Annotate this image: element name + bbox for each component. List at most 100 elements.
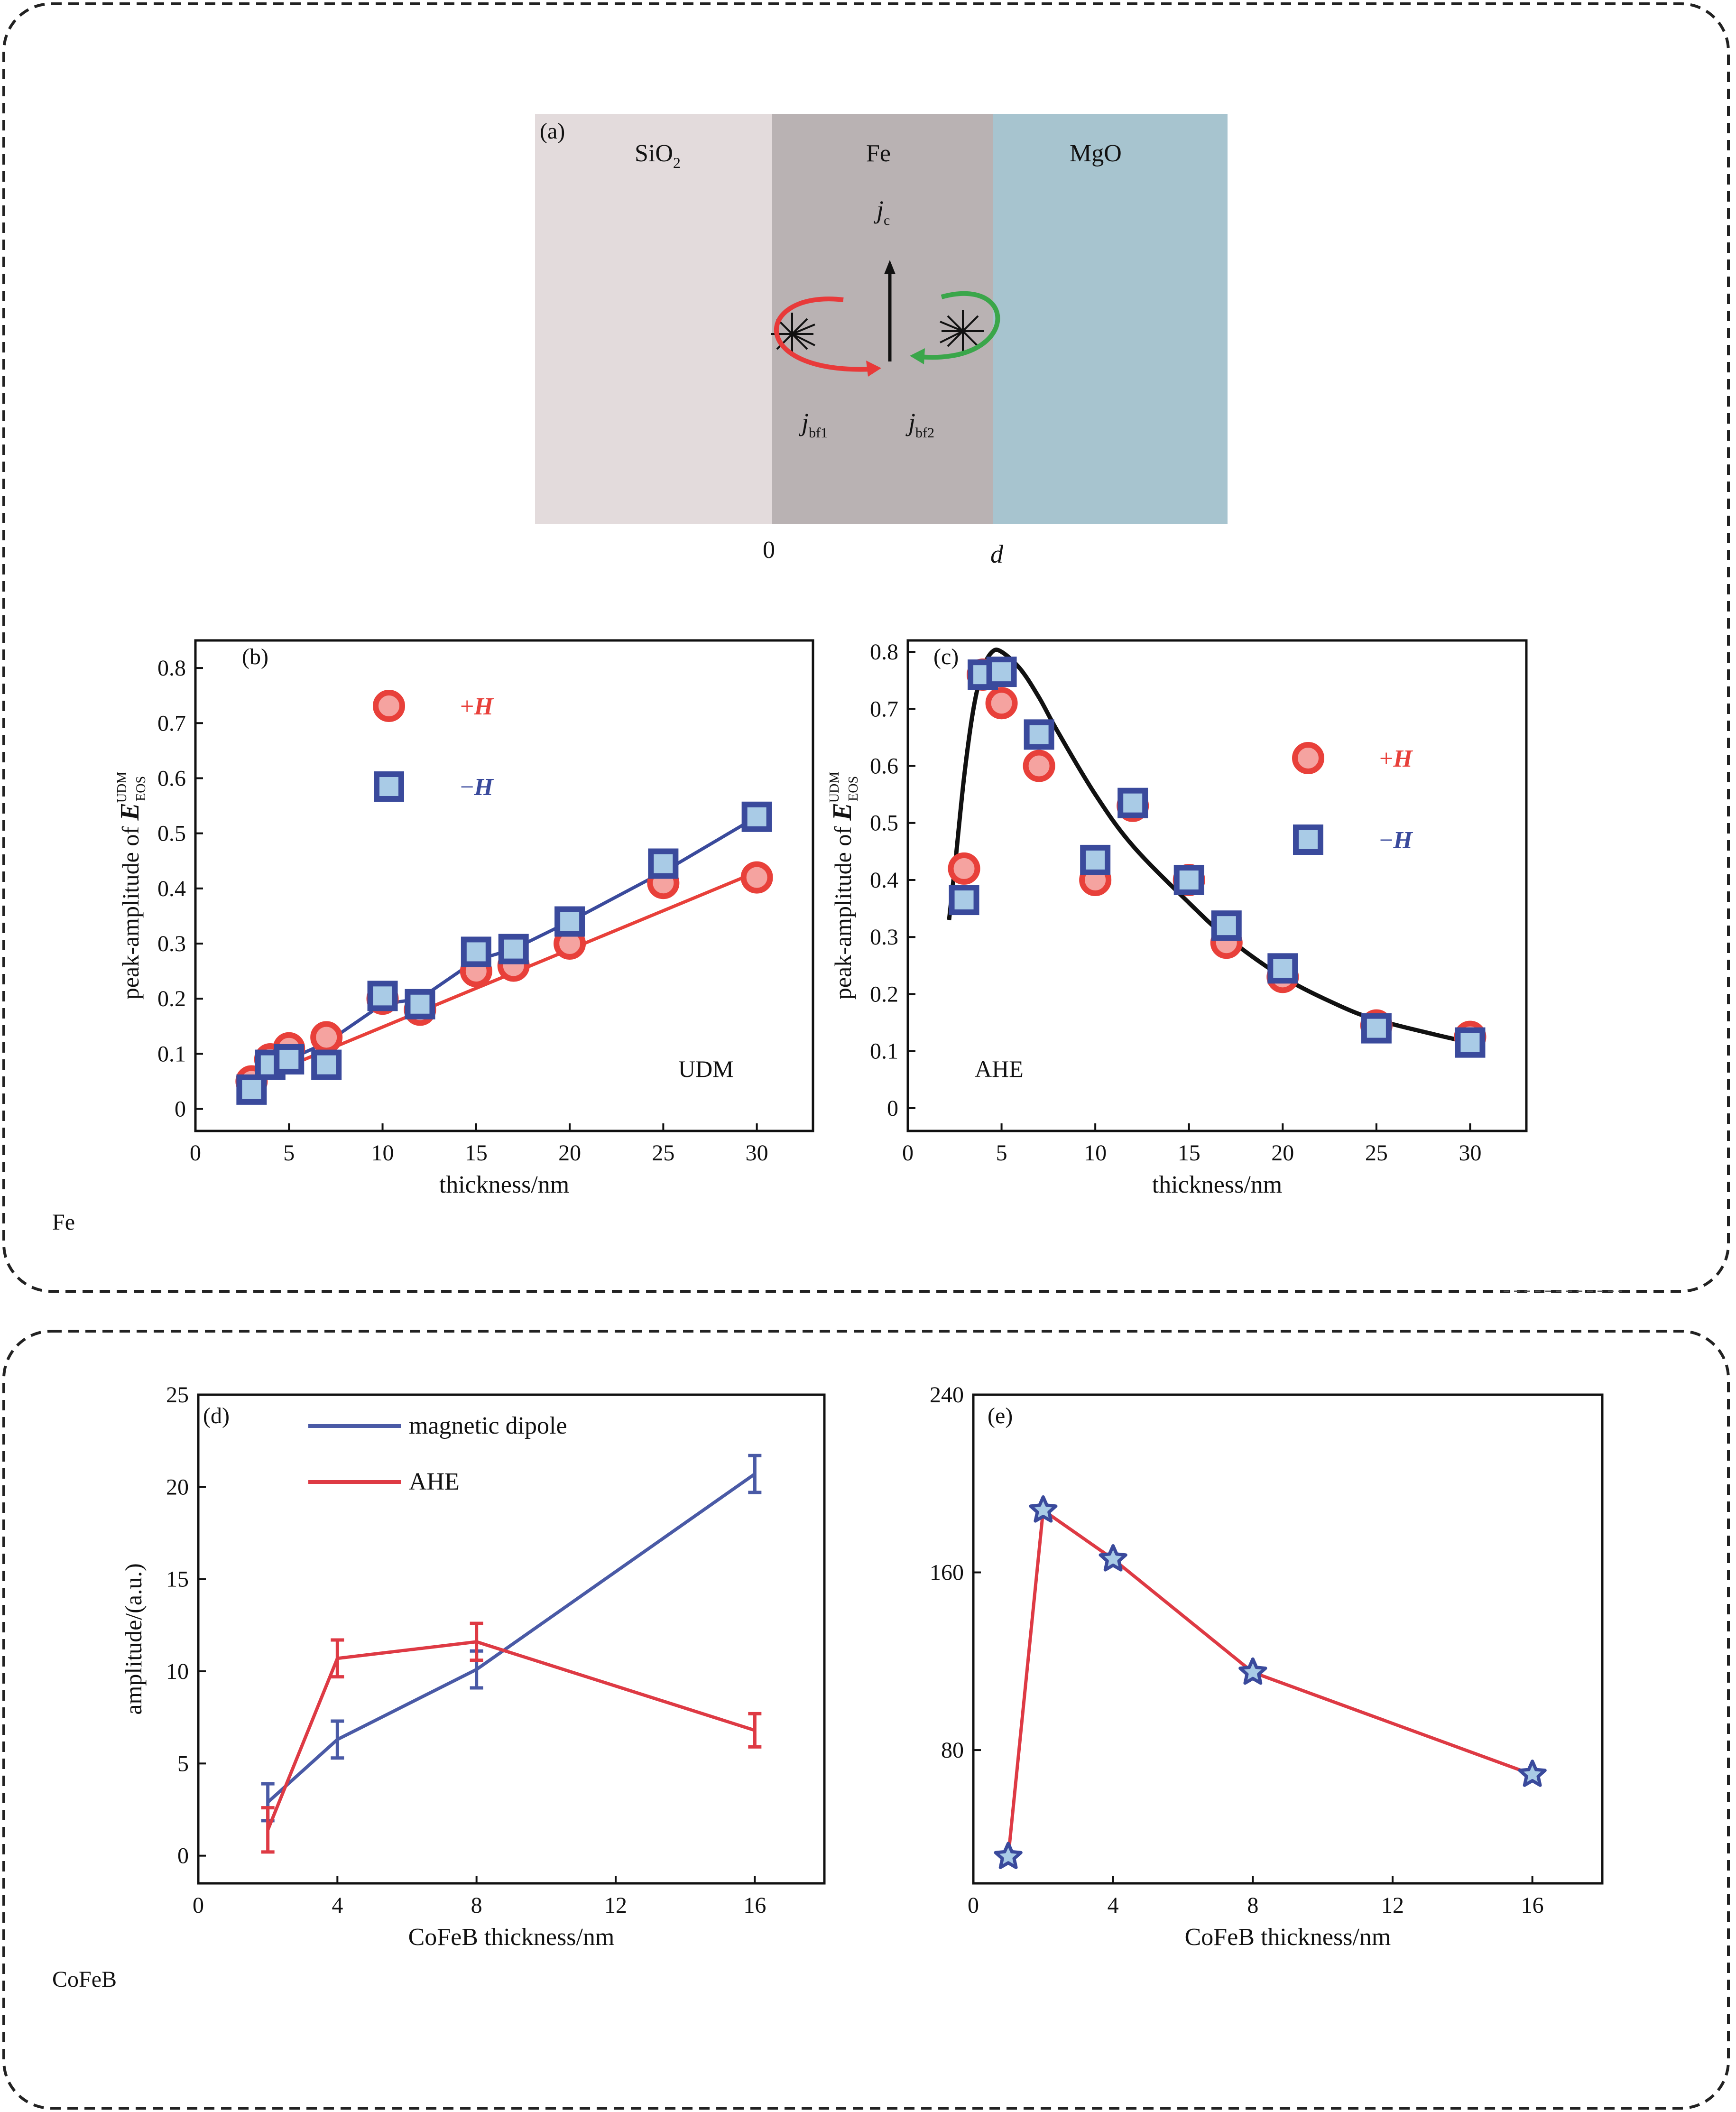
square-marker	[311, 1049, 342, 1080]
legend-label: −H	[1379, 827, 1413, 854]
y-tick-label: 0.2	[870, 982, 898, 1007]
cofeb-group-frame	[2, 1330, 1730, 2110]
x-tick-label: 4	[1108, 1893, 1119, 1918]
x-tick-label: 12	[604, 1893, 627, 1918]
circle-marker	[740, 861, 773, 894]
y-tick-label: 10	[166, 1659, 189, 1684]
y-axis-label: amplitude/(a.u.)	[120, 1563, 147, 1714]
plot-frame	[197, 1393, 826, 1885]
y-tick-label: 0.7	[870, 696, 898, 722]
plot-frame	[194, 639, 814, 1132]
square-marker	[498, 934, 529, 964]
x-tick-label: 20	[558, 1140, 581, 1166]
square-marker	[1024, 719, 1054, 750]
label-jbf1: jbf1	[799, 408, 828, 441]
green-arrowhead	[910, 348, 925, 364]
y-tick-label: 0.3	[157, 931, 186, 956]
layer-fe	[772, 114, 993, 524]
x-axis-label: CoFeB thickness/nm	[1185, 1924, 1391, 1951]
layer-label-sio2: SiO2	[635, 140, 681, 171]
circle-marker	[310, 1021, 343, 1054]
layer-label-fe: Fe	[866, 140, 891, 167]
legend-label: −H	[460, 774, 494, 801]
square-marker	[986, 657, 1017, 687]
y-tick-label: 20	[166, 1474, 189, 1500]
x-tick-label: 15	[1178, 1140, 1200, 1166]
square-marker	[554, 906, 585, 937]
y-tick-label: 240	[930, 1382, 964, 1408]
square-marker	[1293, 824, 1323, 855]
layer-mgo	[993, 114, 1228, 524]
series-line	[1007, 1509, 1533, 1857]
x-axis-label: thickness/nm	[1152, 1171, 1282, 1198]
red-curved-arrow	[774, 296, 873, 372]
panel-annotation: UDM	[678, 1056, 734, 1082]
square-marker	[1455, 1027, 1486, 1058]
x-axis-label: thickness/nm	[439, 1171, 569, 1198]
square-marker	[1080, 844, 1111, 875]
x-tick-label: 25	[1365, 1140, 1388, 1166]
legend-label: +H	[460, 693, 494, 720]
panel-label: (c)	[933, 644, 959, 669]
y-tick-label: 0.6	[870, 754, 898, 779]
y-axis-label: peak-amplitude of EUDM EOS	[115, 772, 148, 1000]
panel-d-chart: 0 4 8 12 16 0 5 10 15 20 25 CoFeB thickness/nm ampli…	[120, 1382, 826, 1951]
y-tick-label: 0.8	[157, 656, 186, 681]
position-label-0: 0	[763, 537, 775, 564]
y-tick-label: 0.4	[870, 868, 898, 893]
x-tick-label: 8	[471, 1893, 482, 1918]
circle-marker	[373, 690, 405, 722]
square-marker	[741, 801, 772, 832]
x-tick-label: 30	[1459, 1140, 1481, 1166]
y-axis-label: peak-amplitude of EUDM EOS	[827, 772, 861, 1000]
legend-label: AHE	[409, 1468, 460, 1495]
plot-frame	[972, 1393, 1604, 1885]
x-axis-label: CoFeB thickness/nm	[408, 1924, 615, 1951]
y-tick-label: 0.5	[870, 811, 898, 836]
square-marker	[374, 771, 404, 802]
square-marker	[1211, 910, 1242, 941]
panel-b-chart: 0 5 10 15 20 25 30 0 0.1 0.2 0.3 0.4 0.5 0.6 0.7 0.8 thi…	[115, 639, 814, 1198]
magnetic-dipole-line	[267, 1473, 756, 1804]
legend-label: magnetic dipole	[409, 1412, 567, 1439]
y-tick-label: 0.1	[870, 1039, 898, 1064]
jc-arrowhead	[884, 260, 896, 274]
panel-label: (d)	[203, 1403, 230, 1428]
fit-curve	[947, 648, 1471, 1045]
star-marker	[1099, 1544, 1127, 1572]
x-tick-label: 30	[746, 1140, 768, 1166]
x-tick-label: 0	[190, 1140, 201, 1166]
x-tick-label: 0	[902, 1140, 914, 1166]
position-label-d: d	[990, 540, 1004, 568]
x-tick-label: 0	[193, 1893, 204, 1918]
y-tick-label: 5	[177, 1751, 189, 1776]
y-tick-label: 0.7	[157, 711, 186, 736]
x-tick-label: 5	[996, 1140, 1007, 1166]
x-tick-label: 16	[1521, 1893, 1544, 1918]
star-marker	[1238, 1657, 1267, 1685]
panel-label: (e)	[988, 1403, 1013, 1428]
square-marker	[1173, 864, 1204, 895]
panel-c-chart: 0 5 10 15 20 25 30 0 0.1 0.2 0.3 0.4 0.5 0.6 0.7 0.8 thi…	[827, 639, 1528, 1198]
star-marker	[1029, 1495, 1058, 1523]
layer-label-mgo: MgO	[1070, 140, 1122, 167]
panel-a-schematic: (a) SiO2 Fe MgO jc jbf1 jbf2 0	[535, 114, 1228, 568]
square-marker	[461, 936, 491, 967]
square-marker	[1267, 953, 1298, 984]
green-curved-arrow	[919, 291, 1000, 360]
x-tick-label: 5	[283, 1140, 295, 1166]
square-marker	[949, 885, 979, 916]
y-tick-label: 80	[941, 1738, 964, 1763]
star-marker	[994, 1842, 1023, 1869]
scattering-star-right	[940, 310, 984, 352]
panel-e-chart: 0 4 8 12 16 80 160 240 CoFeB thickness/nm (e)	[930, 1382, 1604, 1951]
x-tick-label: 4	[332, 1893, 343, 1918]
square-marker	[1361, 1013, 1392, 1044]
y-tick-label: 0	[175, 1097, 186, 1122]
y-tick-label: 0.6	[157, 766, 186, 791]
y-tick-label: 0.2	[157, 986, 186, 1011]
layer-sio2	[535, 114, 772, 524]
x-tick-label: 12	[1381, 1893, 1404, 1918]
panel-label-a: (a)	[540, 119, 565, 144]
